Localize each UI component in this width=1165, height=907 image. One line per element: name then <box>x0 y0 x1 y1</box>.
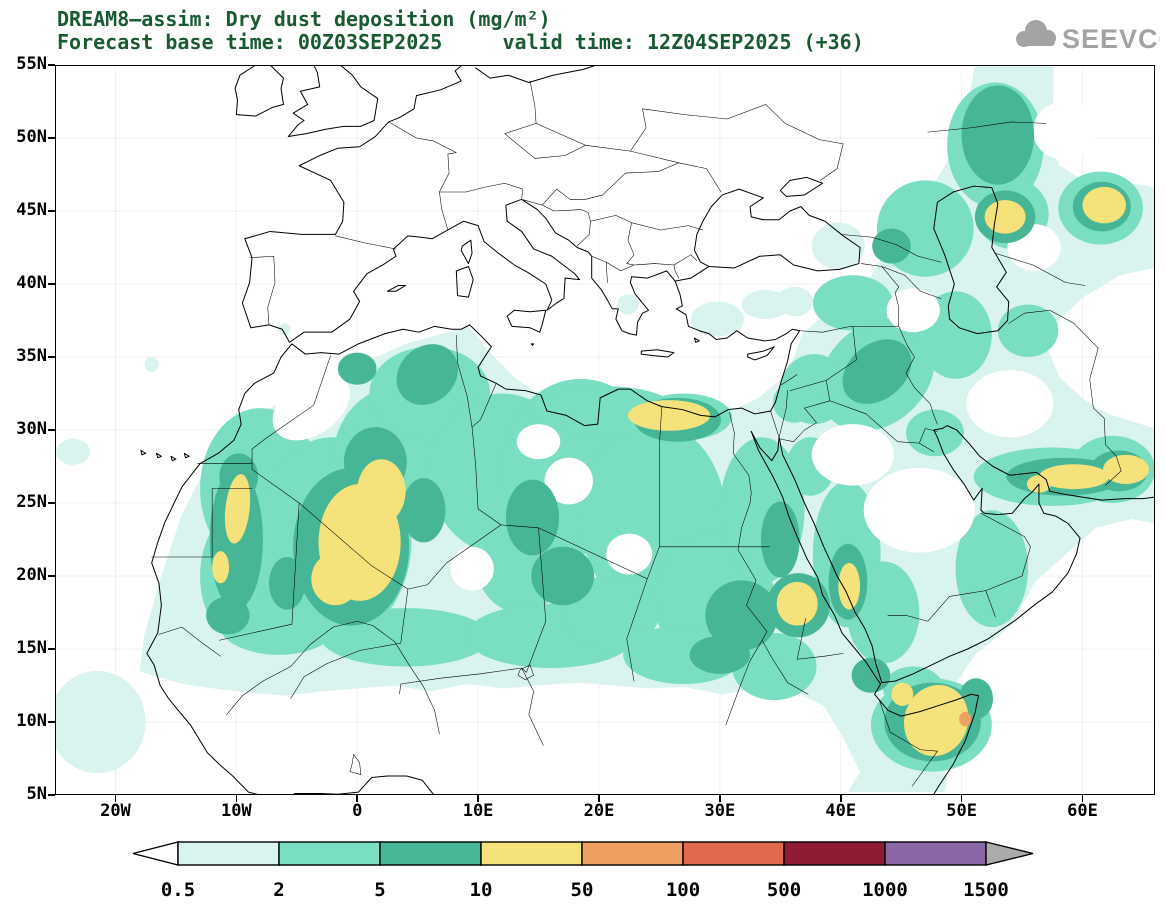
map-canvas <box>55 65 1155 795</box>
lon-tick-label: 40E <box>825 801 857 821</box>
lat-tick-mark <box>48 210 55 212</box>
colorbar-segment <box>177 841 280 866</box>
colorbar-level-label: 500 <box>767 879 801 901</box>
colorbar-segment <box>682 841 785 866</box>
dust-level-50-layer <box>959 711 972 727</box>
lon-tick-mark <box>719 795 721 802</box>
lat-tick-label: 5N <box>26 784 47 804</box>
lon-tick-label: 50E <box>946 801 977 821</box>
page-title: DREAM8—assim: Dry dust deposition (mg/m²… <box>57 7 551 31</box>
lat-tick-label: 55N <box>16 54 47 74</box>
lat-tick-label: 45N <box>16 200 47 220</box>
colorbar-over-arrow <box>985 841 1034 866</box>
colorbar-segment <box>379 841 482 866</box>
colorbar-level-label: 1500 <box>963 879 1009 901</box>
rivers-and-lakes <box>159 412 808 774</box>
cloud-icon <box>1016 20 1056 47</box>
lat-tick-mark <box>48 429 55 431</box>
lat-tick-mark <box>48 575 55 577</box>
lon-tick-mark <box>1081 795 1084 802</box>
lon-tick-mark <box>114 795 117 802</box>
lat-tick-mark <box>48 283 55 285</box>
lat-tick-label: 10N <box>16 711 47 731</box>
lon-tick-mark <box>839 795 842 802</box>
lat-tick-label: 15N <box>16 638 47 658</box>
lat-tick-mark <box>48 794 55 796</box>
lat-tick-label: 20N <box>16 565 47 585</box>
lon-tick-label: 30E <box>704 801 736 821</box>
coastlines <box>141 65 1155 794</box>
logo-text: SEEVCCC <box>1062 24 1160 54</box>
colorbar-level-label: 100 <box>666 879 700 901</box>
lat-tick-label: 50N <box>16 127 47 147</box>
dust-level-10-layer <box>212 186 1149 757</box>
lon-tick-label: 20W <box>100 801 131 821</box>
colorbar-level-label: 10 <box>470 879 493 901</box>
lon-tick-label: 60E <box>1067 801 1098 821</box>
country-borders <box>152 81 1121 786</box>
colorbar-segment <box>884 841 987 866</box>
colorbar-level-label: 5 <box>374 879 385 901</box>
colorbar-level-label: 1000 <box>862 879 908 901</box>
colorbar-under-arrow <box>132 841 179 866</box>
lat-tick-label: 35N <box>16 346 47 366</box>
lat-tick-mark <box>48 648 55 650</box>
colorbar-level-label: 2 <box>273 879 284 901</box>
lon-tick-label: 20E <box>583 801 615 821</box>
lat-tick-label: 30N <box>16 419 47 439</box>
lat-tick-mark <box>48 356 55 358</box>
colorbar-segment <box>278 841 381 866</box>
colorbar-segment <box>581 841 684 866</box>
lat-tick-mark <box>48 721 55 723</box>
lat-tick-mark <box>48 137 55 139</box>
colorbar: 0.5 2 5 10 50 100 500 1000 1500 <box>132 841 1034 901</box>
colorbar-level-label: 50 <box>571 879 594 901</box>
lon-tick-label: 10E <box>462 801 494 821</box>
forecast-times: Forecast base time: 00Z03SEP2025 valid t… <box>57 30 864 54</box>
lon-tick-mark <box>356 795 358 802</box>
lon-tick-mark <box>960 795 963 802</box>
lat-tick-mark <box>48 64 55 66</box>
lat-tick-label: 40N <box>16 273 47 293</box>
lat-tick-label: 25N <box>16 492 47 512</box>
colorbar-level-label: 0.5 <box>161 879 195 901</box>
lat-tick-mark <box>48 502 55 504</box>
lon-tick-mark <box>598 795 600 802</box>
dust-white-gaps <box>272 101 1096 591</box>
colorbar-segment <box>480 841 583 866</box>
lon-tick-label: 0 <box>352 801 363 821</box>
lon-tick-mark <box>477 795 479 802</box>
lon-tick-mark <box>235 795 238 802</box>
colorbar-segment <box>783 841 886 866</box>
seevccc-logo: SEEVCCC <box>1016 20 1160 54</box>
lon-tick-label: 10W <box>220 801 252 821</box>
